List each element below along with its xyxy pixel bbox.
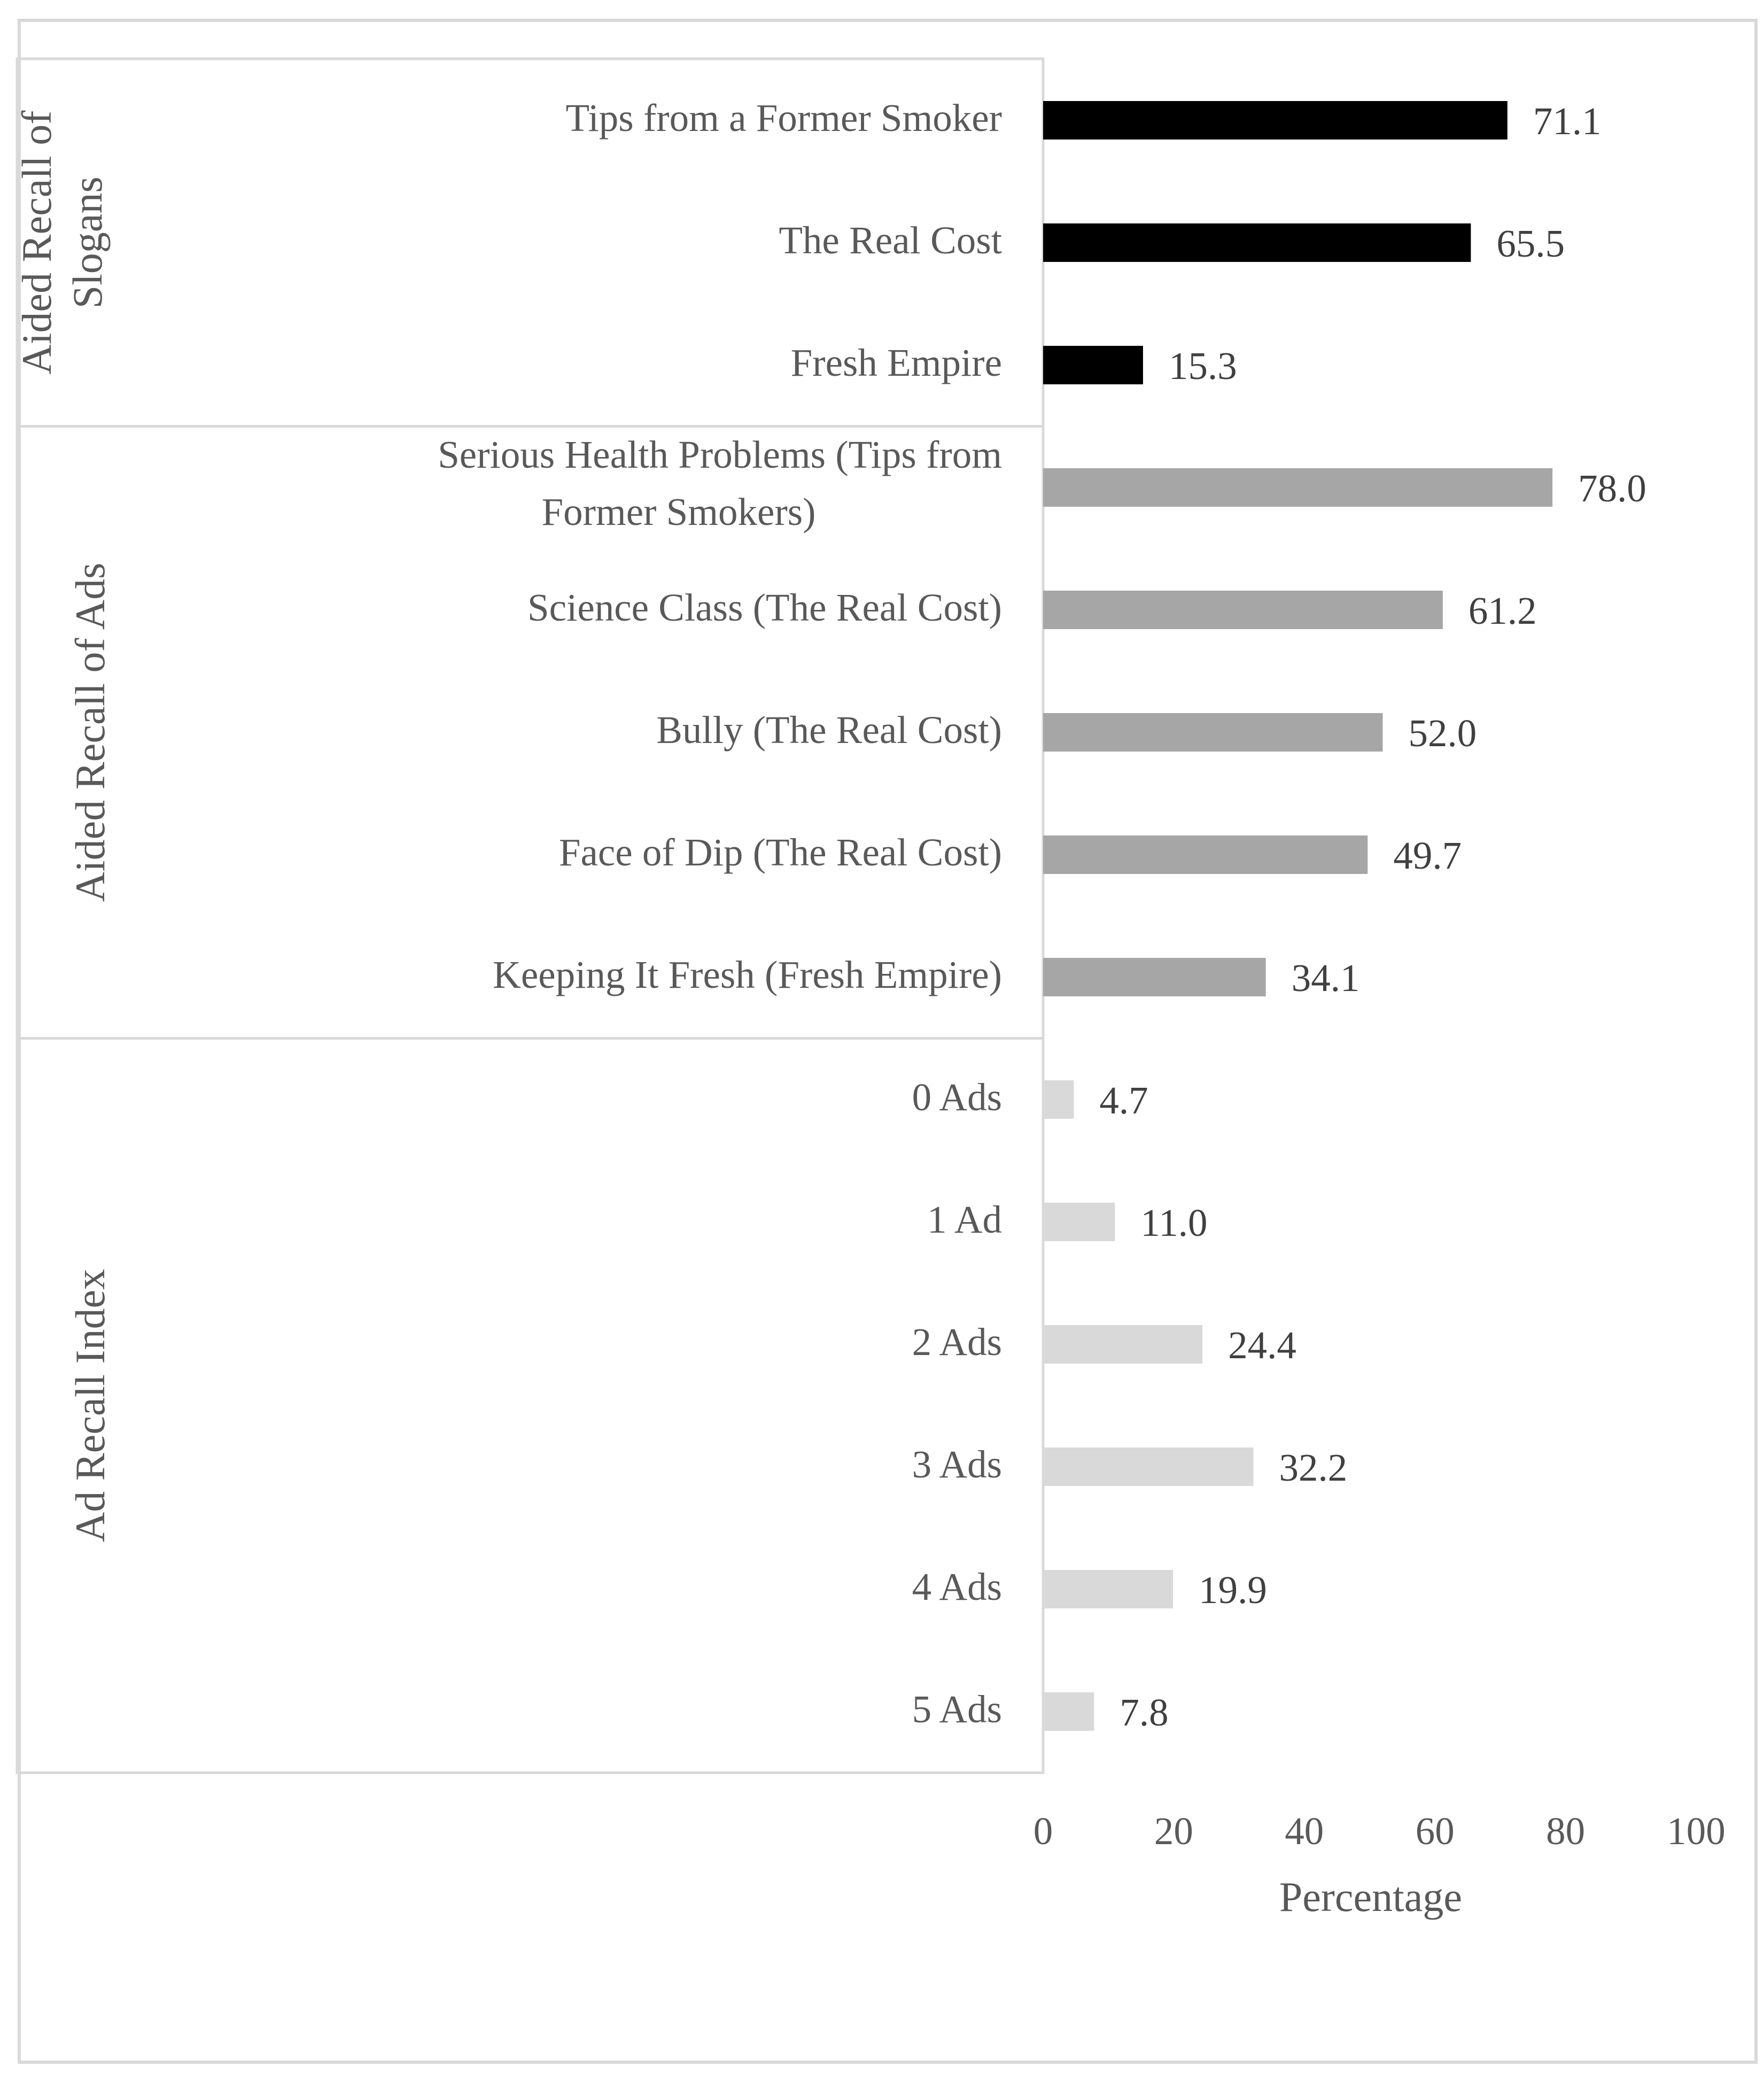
category-label-3-ads: 3 Ads [912, 1443, 1002, 1486]
value-label-5-ads: 7.8 [1120, 1691, 1168, 1734]
bar-0-ads [1043, 1080, 1074, 1119]
x-tick-40: 40 [1285, 1809, 1324, 1853]
category-label-tips-from-a-former-smoker: Tips from a Former Smoker [565, 96, 1002, 140]
category-label-serious-health-problems-tips-from-former-smokers: Serious Health Problems (Tips from Former… [438, 433, 1002, 533]
bar-4-ads [1043, 1570, 1174, 1608]
category-label-4-ads: 4 Ads [912, 1565, 1002, 1608]
category-labels: Tips from a Former Smoker The Real Cost Fr… [438, 96, 1002, 1731]
value-labels: 71.1 65.5 15.3 78.0 61.2 52.0 49.7 34.1 4.7 11.0 2… [1099, 99, 1646, 1734]
bar-the-real-cost [1043, 223, 1471, 262]
value-label-science-class-the-real-cost: 61.2 [1468, 589, 1537, 632]
bar-tips-from-a-former-smoker [1043, 101, 1507, 140]
group-labels: Aided Recall of Slogans Aided Recall of Ad… [13, 111, 113, 1542]
x-tick-0: 0 [1033, 1809, 1053, 1853]
value-label-4-ads: 19.9 [1199, 1568, 1267, 1612]
x-axis-title: Percentage [1279, 1874, 1462, 1920]
bar-2-ads [1043, 1325, 1203, 1364]
group-label-aided-recall-of-slogans: Aided Recall of Slogans [13, 111, 111, 375]
group-label-aided-recall-of-ads: Aided Recall of Ads [67, 563, 113, 902]
bar-keeping-it-fresh-fresh-empire [1043, 958, 1266, 996]
category-label-fresh-empire: Fresh Empire [791, 341, 1002, 384]
category-label-the-real-cost: The Real Cost [779, 219, 1002, 262]
x-tick-100: 100 [1667, 1809, 1726, 1853]
bars [1043, 101, 1553, 1731]
value-label-face-of-dip-the-real-cost: 49.7 [1393, 834, 1462, 877]
bar-face-of-dip-the-real-cost [1043, 835, 1368, 874]
category-label-5-ads: 5 Ads [912, 1688, 1002, 1731]
bar-fresh-empire [1043, 346, 1143, 384]
bar-serious-health-problems-tips-from-former-smokers [1043, 468, 1553, 507]
x-tick-20: 20 [1154, 1809, 1193, 1853]
bar-science-class-the-real-cost [1043, 591, 1443, 629]
value-label-3-ads: 32.2 [1279, 1446, 1347, 1489]
value-label-2-ads: 24.4 [1228, 1323, 1296, 1367]
bar-3-ads [1043, 1448, 1254, 1486]
group-label-ad-recall-index: Ad Recall Index [67, 1269, 113, 1542]
value-label-serious-health-problems-tips-from-former-smokers: 78.0 [1578, 467, 1646, 510]
category-label-1-ad: 1 Ad [927, 1198, 1002, 1241]
x-tick-60: 60 [1416, 1809, 1455, 1853]
category-label-2-ads: 2 Ads [912, 1320, 1002, 1364]
chart-outer-border [18, 19, 1758, 2064]
value-label-the-real-cost: 65.5 [1496, 222, 1565, 265]
category-label-face-of-dip-the-real-cost: Face of Dip (The Real Cost) [559, 831, 1002, 874]
bar-5-ads [1043, 1692, 1094, 1731]
category-label-keeping-it-fresh-fresh-empire: Keeping It Fresh (Fresh Empire) [493, 953, 1002, 996]
category-label-science-class-the-real-cost: Science Class (The Real Cost) [527, 586, 1002, 629]
value-label-1-ad: 11.0 [1140, 1201, 1207, 1244]
value-label-keeping-it-fresh-fresh-empire: 34.1 [1292, 956, 1360, 1000]
group-box-ad-recall-index [15, 1037, 1045, 1774]
value-label-0-ads: 4.7 [1099, 1079, 1148, 1122]
category-label-0-ads: 0 Ads [912, 1075, 1002, 1119]
value-label-bully-the-real-cost: 52.0 [1408, 711, 1477, 755]
value-label-fresh-empire: 15.3 [1169, 344, 1237, 388]
x-axis-ticks: 0 20 40 60 80 100 [1033, 1809, 1726, 1853]
bar-bully-the-real-cost [1043, 713, 1383, 752]
category-label-bully-the-real-cost: Bully (The Real Cost) [656, 708, 1002, 752]
x-tick-80: 80 [1546, 1809, 1585, 1853]
value-label-tips-from-a-former-smoker: 71.1 [1533, 99, 1602, 143]
bar-1-ad [1043, 1203, 1115, 1241]
